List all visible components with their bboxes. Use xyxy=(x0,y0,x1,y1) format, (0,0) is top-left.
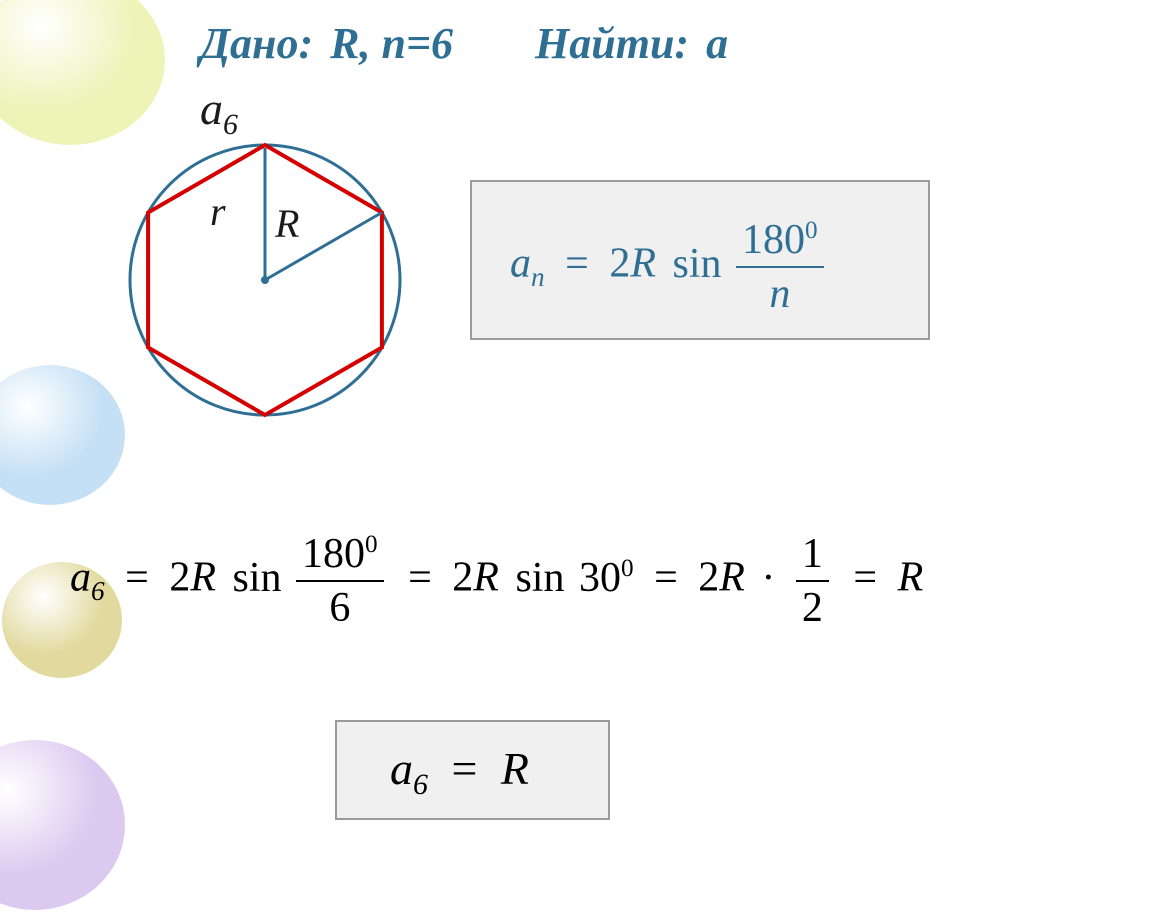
balloon-decoration xyxy=(0,0,170,150)
balloon-decoration xyxy=(0,360,130,510)
formula-result: a6 = R xyxy=(390,742,529,802)
find-var: a xyxy=(706,19,728,68)
formula-general: an = 2R sin 1800 n xyxy=(510,216,828,318)
problem-title: Дано: R, n=6 Найти: a xyxy=(200,18,728,69)
given-label: Дано: xyxy=(200,19,313,68)
hexagon-inscribed-diagram xyxy=(115,130,415,430)
given-vars: R, n=6 xyxy=(330,19,453,68)
label-a6: a6 xyxy=(200,82,238,142)
label-radius-R: R xyxy=(275,200,299,247)
balloon-decoration xyxy=(0,735,130,915)
find-label: Найти: xyxy=(535,19,689,68)
label-apothem-r: r xyxy=(210,188,226,235)
formula-calculation: a6 = 2R sin 1800 6 = 2R sin 300 = 2R · 1… xyxy=(70,530,923,632)
